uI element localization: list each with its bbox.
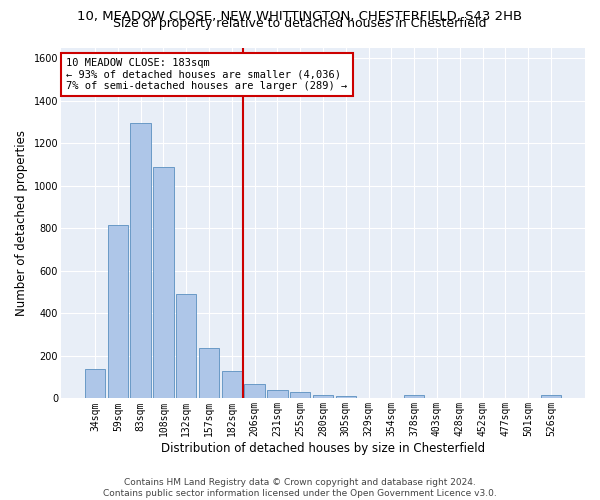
Bar <box>130 123 151 398</box>
Bar <box>153 166 173 398</box>
Bar <box>290 392 310 398</box>
Bar <box>541 395 561 398</box>
Bar <box>244 384 265 398</box>
Bar <box>335 396 356 398</box>
Text: 10, MEADOW CLOSE, NEW WHITTINGTON, CHESTERFIELD, S43 2HB: 10, MEADOW CLOSE, NEW WHITTINGTON, CHEST… <box>77 10 523 23</box>
Bar <box>313 395 333 398</box>
Bar <box>85 368 105 398</box>
Bar <box>176 294 196 399</box>
Bar <box>267 390 287 398</box>
Bar <box>221 371 242 398</box>
Text: 10 MEADOW CLOSE: 183sqm
← 93% of detached houses are smaller (4,036)
7% of semi-: 10 MEADOW CLOSE: 183sqm ← 93% of detache… <box>66 58 347 91</box>
X-axis label: Distribution of detached houses by size in Chesterfield: Distribution of detached houses by size … <box>161 442 485 455</box>
Bar <box>107 225 128 398</box>
Bar <box>404 395 424 398</box>
Bar <box>199 348 219 399</box>
Text: Contains HM Land Registry data © Crown copyright and database right 2024.
Contai: Contains HM Land Registry data © Crown c… <box>103 478 497 498</box>
Y-axis label: Number of detached properties: Number of detached properties <box>15 130 28 316</box>
Text: Size of property relative to detached houses in Chesterfield: Size of property relative to detached ho… <box>113 18 487 30</box>
